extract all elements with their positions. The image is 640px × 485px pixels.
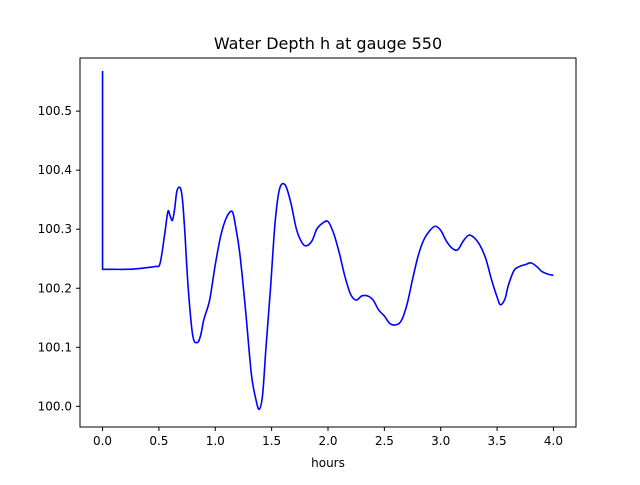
- plot-frame: [79, 57, 577, 428]
- series-line: [101, 70, 554, 411]
- x-axis-label: hours: [311, 456, 345, 470]
- x-tick-label: 1.5: [262, 434, 281, 448]
- y-tick-label: 100.3: [38, 222, 72, 236]
- x-tick-label: 4.0: [544, 434, 563, 448]
- x-tick-label: 2.0: [318, 434, 337, 448]
- x-tick-label: 3.0: [431, 434, 450, 448]
- x-tick-label: 3.5: [488, 434, 507, 448]
- y-tick-label: 100.2: [38, 281, 72, 295]
- y-tick-label: 100.0: [38, 399, 72, 413]
- y-tick-label: 100.1: [38, 340, 72, 354]
- series-lines: [101, 70, 554, 411]
- plot-area: [80, 58, 576, 427]
- y-tick-label: 100.5: [38, 104, 72, 118]
- x-tick-label: 0.5: [149, 434, 168, 448]
- chart-title: Water Depth h at gauge 550: [214, 34, 442, 53]
- axis-ticks: 0.0 0.5 1.0 1.5 2.0 2.5 3.0 3.5 4.0 100.0 100.1 100…: [38, 104, 563, 448]
- x-tick-label: 0.0: [93, 434, 112, 448]
- x-tick-label: 1.0: [206, 434, 225, 448]
- x-tick-label: 2.5: [375, 434, 394, 448]
- y-tick-label: 100.4: [38, 163, 72, 177]
